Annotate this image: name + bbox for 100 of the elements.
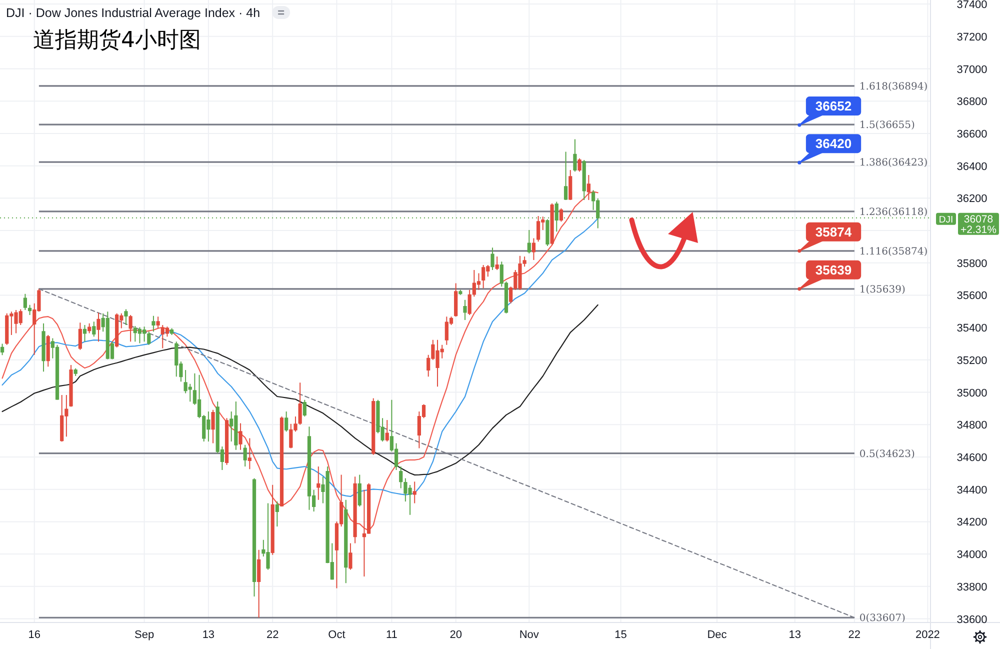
- x-tick-label: Dec: [707, 629, 728, 641]
- callout: 35639: [798, 260, 862, 291]
- y-tick-label: 34000: [956, 549, 988, 562]
- candlestick: [23, 293, 27, 310]
- ref-line-label: 1.116(35874): [859, 246, 928, 258]
- x-tick-label: 16: [28, 629, 40, 641]
- candlestick: [578, 158, 582, 172]
- candlestick: [88, 322, 92, 334]
- candlestick: [307, 426, 312, 510]
- candlestick: [582, 159, 586, 200]
- candlestick: [490, 247, 494, 270]
- text: DJI · Dow Jones Industrial Average Index · 4h: [6, 6, 260, 20]
- line-series: [2, 191, 598, 532]
- candlestick: [115, 312, 119, 348]
- callout: 36420: [798, 134, 862, 164]
- y-tick-label: 36600: [956, 128, 988, 140]
- line-series: [2, 218, 598, 498]
- candlestick: [550, 202, 554, 246]
- candlestick: [270, 484, 274, 556]
- x-tick-label: 22: [266, 629, 279, 641]
- text: 道指期货4小时图: [33, 28, 201, 53]
- ref-line-label: 1.386(36423): [859, 158, 928, 169]
- candlestick: [302, 399, 306, 418]
- candlestick: [82, 324, 87, 342]
- candlestick: [586, 174, 590, 200]
- x-tick-label: 20: [450, 629, 462, 641]
- candlestick: [280, 416, 284, 507]
- ref-line-label: 0.5(34623): [859, 448, 916, 460]
- candlestick: [353, 476, 357, 544]
- candlestick: [60, 394, 64, 442]
- candlestick: [348, 542, 352, 570]
- annotation: 35874: [815, 224, 852, 240]
- candlestick: [152, 315, 156, 332]
- legend-label: DJI: [938, 214, 954, 226]
- x-tick-label: 2022: [915, 629, 940, 641]
- y-tick-label: 36200: [956, 193, 988, 206]
- candlestick: [559, 208, 564, 222]
- candlestick: [458, 289, 462, 296]
- candlestick: [170, 328, 174, 336]
- y-tick-label: 37200: [956, 31, 988, 44]
- annotation: 36652: [815, 98, 852, 114]
- candlestick: [275, 500, 279, 528]
- candlestick: [78, 322, 82, 350]
- candlestick: [463, 299, 467, 320]
- x-tick-label: 11: [386, 629, 398, 641]
- candlestick: [248, 438, 252, 470]
- ref-line-label: 1.236(36118): [859, 206, 928, 218]
- candlestick: [0, 343, 4, 356]
- candlestick: [298, 382, 302, 426]
- candlestick: [536, 215, 540, 242]
- candlestick: [46, 334, 50, 368]
- candlestick: [532, 238, 536, 260]
- candlestick: [316, 466, 320, 500]
- ref-line-label: 1(35639): [859, 284, 906, 296]
- y-tick-label: 34200: [956, 516, 988, 529]
- candlestick: [42, 322, 46, 372]
- candlestick: [156, 316, 160, 329]
- y-tick-label: 35000: [956, 387, 988, 400]
- y-tick-label: 34800: [956, 420, 988, 432]
- candlestick: [573, 138, 577, 172]
- candlestick: [399, 466, 403, 489]
- x-tick-label: Sep: [134, 629, 154, 641]
- y-tick-label: 36400: [956, 160, 988, 173]
- candlestick: [138, 326, 142, 344]
- annotation: 35639: [815, 262, 852, 278]
- y-tick-label: 36800: [956, 96, 988, 108]
- x-tick-label: 13: [202, 629, 215, 641]
- candlestick: [358, 474, 362, 507]
- candlestick: [385, 419, 389, 442]
- ref-line-label: 1.5(36655): [859, 120, 916, 132]
- candlestick: [454, 282, 458, 318]
- callout: 35874: [798, 222, 862, 253]
- y-tick-label: 34600: [956, 452, 988, 464]
- candlestick: [74, 368, 78, 376]
- y-tick-label: 33800: [956, 581, 988, 594]
- candlestick: [554, 201, 558, 232]
- candlestick: [69, 364, 73, 408]
- candlestick: [564, 151, 568, 200]
- candlestick: [257, 549, 261, 618]
- candlestick: [372, 398, 376, 456]
- candlestick: [568, 170, 572, 200]
- x-tick-label: 22: [848, 629, 861, 641]
- annotation: 36420: [815, 136, 852, 152]
- x-tick-label: 13: [788, 629, 801, 641]
- candlestick: [224, 418, 229, 466]
- candlestick: [366, 482, 371, 534]
- candlestick: [412, 481, 416, 504]
- candlestick: [482, 264, 486, 289]
- ref-line-label: 36078 +2.31%: [960, 213, 996, 236]
- candlestick: [124, 308, 128, 326]
- candlestick: [238, 422, 242, 450]
- y-tick-label: 37400: [956, 0, 988, 12]
- candlestick: [243, 444, 247, 468]
- x-tick-label: Oct: [328, 629, 346, 641]
- candlestick: [344, 499, 348, 584]
- x-tick-label: 15: [614, 629, 627, 641]
- ref-line-label: 1.618(36894): [859, 81, 928, 92]
- candlestick: [284, 411, 288, 432]
- ref-line-label: 0(33607): [859, 613, 906, 624]
- y-tick-label: 35200: [956, 354, 988, 367]
